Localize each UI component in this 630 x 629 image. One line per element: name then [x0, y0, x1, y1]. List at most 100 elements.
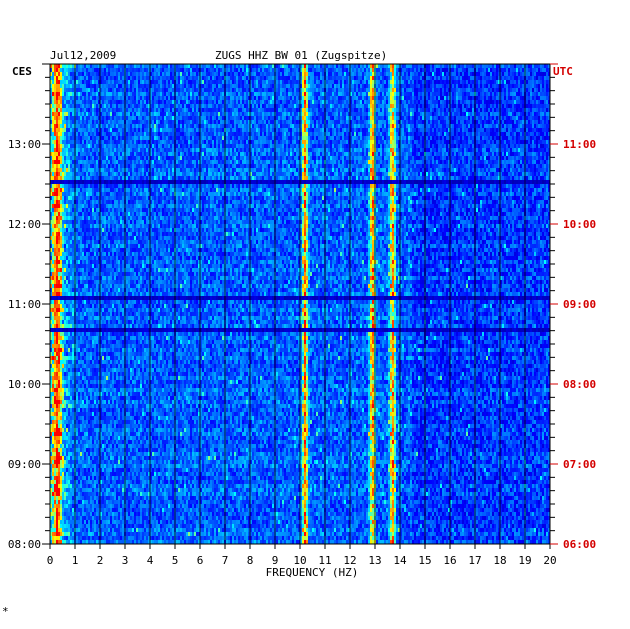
spectrogram-cell [514, 68, 516, 72]
spectrogram-cell [114, 64, 116, 68]
spectrogram-cell [414, 72, 416, 76]
spectrogram-cell [368, 80, 370, 84]
spectrogram-cell [320, 72, 322, 76]
spectrogram-cell [64, 76, 66, 80]
spectrogram-cell [322, 76, 324, 80]
spectrogram-cell [490, 64, 492, 68]
spectrogram-cell [218, 84, 220, 88]
spectrogram-cell [234, 80, 236, 84]
spectrogram-cell [458, 72, 460, 76]
spectrogram-cell [310, 80, 312, 84]
spectrogram-cell [508, 72, 510, 76]
spectrogram-cell [492, 72, 494, 76]
spectrogram-cell [192, 76, 194, 80]
spectrogram-cell [252, 84, 254, 88]
spectrogram-cell [220, 64, 222, 68]
spectrogram-cell [76, 76, 78, 80]
spectrogram-cell [334, 64, 336, 68]
spectrogram-cell [436, 72, 438, 76]
spectrogram-cell [170, 68, 172, 72]
spectrogram-cell [546, 76, 548, 80]
spectrogram-cell [190, 68, 192, 72]
spectrogram-cell [160, 84, 162, 88]
spectrogram-cell [312, 72, 314, 76]
spectrogram-cell [454, 68, 456, 72]
spectrogram-cell [264, 68, 266, 72]
spectrogram-cell [518, 68, 520, 72]
spectrogram-cell [516, 80, 518, 84]
spectrogram-cell [214, 80, 216, 84]
spectrogram-cell [402, 80, 404, 84]
spectrogram-cell [422, 72, 424, 76]
spectrogram-cell [192, 64, 194, 68]
spectrogram-cell [196, 76, 198, 80]
spectrogram-cell [528, 80, 530, 84]
spectrogram-cell [452, 72, 454, 76]
spectrogram-cell [172, 68, 174, 72]
spectrogram-cell [340, 64, 342, 68]
spectrogram-cell [490, 80, 492, 84]
spectrogram-cell [462, 72, 464, 76]
spectrogram-cell [464, 72, 466, 76]
spectrogram-cell [146, 84, 148, 88]
spectrogram-cell [292, 80, 294, 84]
spectrogram-cell [380, 76, 382, 80]
spectrogram-cell [278, 76, 280, 80]
spectrogram-cell [356, 72, 358, 76]
spectrogram-cell [66, 72, 68, 76]
spectrogram-cell [156, 80, 158, 84]
spectrogram-cell [222, 72, 224, 76]
spectrogram-cell [528, 76, 530, 80]
spectrogram-cell [396, 68, 398, 72]
spectrogram-cell [408, 76, 410, 80]
spectrogram-cell [206, 64, 208, 68]
spectrogram-cell [240, 64, 242, 68]
spectrogram-cell [58, 76, 60, 80]
spectrogram-cell [232, 84, 234, 88]
spectrogram-cell [246, 72, 248, 76]
spectrogram-cell [284, 76, 286, 80]
spectrogram-cell [544, 68, 546, 72]
spectrogram-cell [132, 68, 134, 72]
spectrogram-cell [90, 64, 92, 68]
spectrogram-cell [416, 76, 418, 80]
spectrogram-cell [266, 68, 268, 72]
spectrogram-cell [310, 68, 312, 72]
spectrogram-cell [518, 76, 520, 80]
spectrogram-cell [430, 64, 432, 68]
spectrogram-cell [216, 68, 218, 72]
spectrogram-cell [378, 64, 380, 68]
spectrogram-cell [528, 72, 530, 76]
spectrogram-cell [230, 80, 232, 84]
spectrogram-cell [464, 68, 466, 72]
spectrogram-cell [320, 68, 322, 72]
spectrogram-cell [82, 80, 84, 84]
spectrogram-cell [386, 64, 388, 68]
spectrogram-cell [276, 64, 278, 68]
spectrogram-cell [162, 80, 164, 84]
spectrogram-cell [84, 80, 86, 84]
spectrogram-cell [172, 72, 174, 76]
spectrogram-cell [182, 72, 184, 76]
spectrogram-cell [384, 80, 386, 84]
spectrogram-cell [190, 80, 192, 84]
spectrogram-cell [478, 76, 480, 80]
spectrogram-cell [482, 80, 484, 84]
spectrogram-cell [210, 80, 212, 84]
spectrogram-cell [236, 76, 238, 80]
spectrogram-cell [422, 80, 424, 84]
spectrogram-cell [412, 68, 414, 72]
spectrogram-cell [118, 72, 120, 76]
spectrogram-cell [330, 76, 332, 80]
spectrogram-cell [326, 76, 328, 80]
spectrogram-cell [188, 80, 190, 84]
spectrogram-cell [366, 76, 368, 80]
spectrogram-cell [254, 84, 256, 88]
spectrogram-cell [414, 80, 416, 84]
spectrogram-cell [364, 64, 366, 68]
spectrogram-cell [396, 72, 398, 76]
spectrogram-cell [142, 80, 144, 84]
spectrogram-cell [152, 76, 154, 80]
spectrogram-cell [454, 64, 456, 68]
spectrogram-cell [492, 80, 494, 84]
